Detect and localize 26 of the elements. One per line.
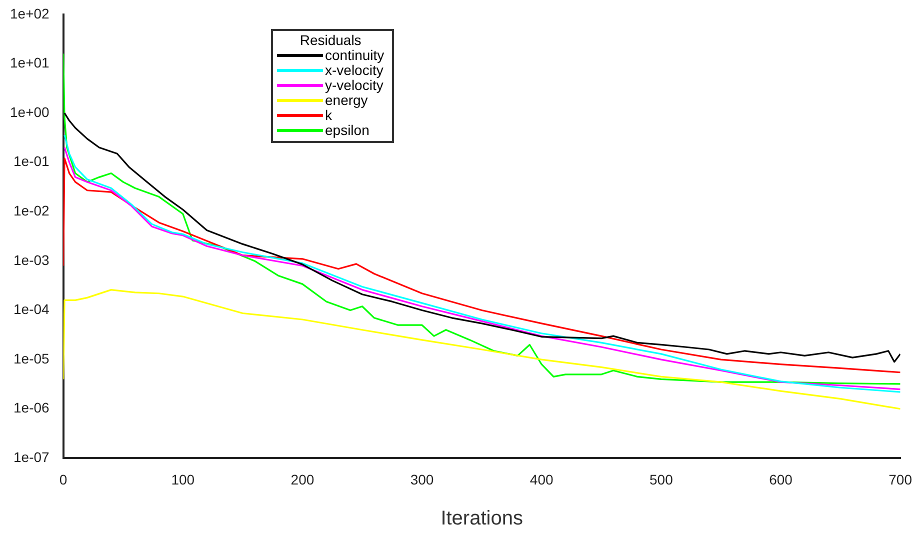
x-tick-label: 300 <box>410 471 434 488</box>
x-tick-label: 700 <box>888 471 912 488</box>
y-tick-label: 1e-04 <box>14 301 50 318</box>
y-tick-label: 1e+01 <box>10 54 50 71</box>
x-tick-label: 200 <box>290 471 314 488</box>
x-tick-label: 0 <box>59 471 68 488</box>
legend-label: epsilon <box>325 122 370 138</box>
x-axis-title: Iterations <box>440 508 523 530</box>
legend-label: k <box>325 107 332 123</box>
y-tick-label: 1e-06 <box>14 400 50 416</box>
legend-title: Residuals <box>298 32 362 48</box>
y-tick-label: 1e-01 <box>14 153 50 170</box>
x-tick-label: 400 <box>530 471 554 488</box>
x-tick-label: 100 <box>171 471 195 488</box>
y-tick-label: 1e-02 <box>14 202 50 219</box>
legend-label: x-velocity <box>325 62 384 78</box>
y-tick-label: 1e-07 <box>14 449 50 466</box>
y-tick-label: 1e+00 <box>10 104 50 120</box>
y-tick-label: 1e-03 <box>14 252 50 268</box>
legend-label: continuity <box>325 47 384 63</box>
legend-label: y-velocity <box>325 77 384 93</box>
y-tick-label: 1e+02 <box>10 5 50 22</box>
x-tick-label: 500 <box>650 471 674 488</box>
y-tick-label: 1e-05 <box>14 350 50 366</box>
x-tick-label: 600 <box>769 471 793 488</box>
legend-label: energy <box>325 92 368 108</box>
